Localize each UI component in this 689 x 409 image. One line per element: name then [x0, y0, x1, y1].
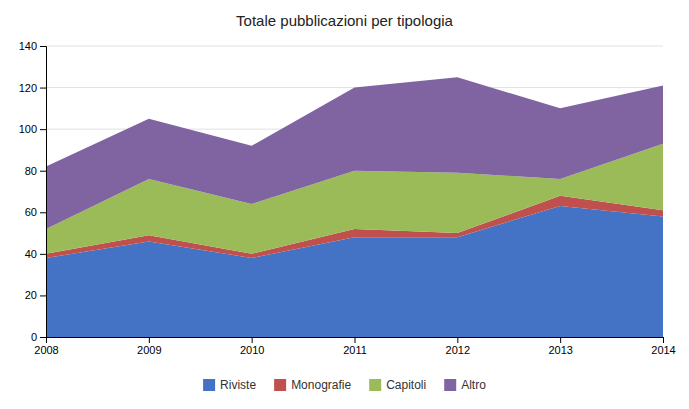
tick-label: 140 — [19, 40, 37, 52]
tick: 2014 — [651, 337, 675, 356]
legend-swatch — [444, 379, 456, 391]
tick-mark — [560, 337, 561, 343]
tick-mark — [40, 212, 46, 213]
tick-label: 100 — [19, 123, 37, 135]
tick-label: 2008 — [34, 344, 58, 356]
tick: 40 — [25, 248, 46, 260]
tick-mark — [40, 46, 46, 47]
tick-label: 2013 — [548, 344, 572, 356]
tick-mark — [40, 88, 46, 89]
axis-line — [40, 47, 47, 338]
tick: 2010 — [240, 337, 264, 356]
legend-label: Altro — [461, 378, 486, 392]
tick-mark — [40, 337, 46, 338]
tick-label: 2012 — [446, 344, 470, 356]
tick-mark — [40, 171, 46, 172]
x-axis: 2008 2009 2010 2011 2012 2013 2014 — [34, 337, 675, 356]
legend-swatch — [274, 379, 286, 391]
tick: 2008 — [34, 337, 58, 356]
tick-mark — [252, 337, 253, 343]
legend-label: Capitoli — [386, 378, 426, 392]
legend-label: Monografie — [291, 378, 351, 392]
tick: 2013 — [548, 337, 572, 356]
legend-swatch — [369, 379, 381, 391]
chart: Totale pubblicazioni per tipologia200820… — [0, 0, 689, 409]
y-axis: 0 20 40 60 80 100 120 140 — [19, 40, 47, 343]
tick: 100 — [19, 123, 46, 135]
tick: 60 — [25, 206, 46, 218]
tick: 2012 — [446, 337, 470, 356]
tick-mark — [457, 337, 458, 343]
tick-mark — [40, 295, 46, 296]
grid — [46, 46, 663, 337]
area — [46, 77, 663, 229]
legend: Riviste Monografie Capitoli Altro — [203, 378, 486, 392]
tick: 2009 — [137, 337, 161, 356]
tick-label: 60 — [25, 206, 37, 218]
tick-label: 2014 — [651, 344, 675, 356]
plot-area — [46, 77, 663, 337]
tick-mark — [40, 254, 46, 255]
tick-label: 2010 — [240, 344, 264, 356]
tick-mark — [355, 337, 356, 343]
tick-label: 40 — [25, 248, 37, 260]
tick: 20 — [25, 289, 46, 301]
legend-swatch — [203, 379, 215, 391]
tick-label: 20 — [25, 289, 37, 301]
tick: 0 — [31, 331, 46, 343]
tick: 140 — [19, 40, 46, 52]
tick: 80 — [25, 165, 46, 177]
tick: 2011 — [343, 337, 367, 356]
tick: 120 — [19, 82, 46, 94]
legend-item: Capitoli — [369, 378, 426, 392]
tick-label: 0 — [31, 331, 37, 343]
tick-label: 80 — [25, 165, 37, 177]
tick-mark — [40, 129, 46, 130]
legend-item: Altro — [444, 378, 486, 392]
grid-line — [46, 46, 663, 47]
tick-label: 2009 — [137, 344, 161, 356]
axis-line — [47, 338, 664, 344]
tick-mark — [149, 337, 150, 343]
legend-item: Monografie — [274, 378, 351, 392]
tick-label: 120 — [19, 82, 37, 94]
legend-item: Riviste — [203, 378, 256, 392]
legend-label: Riviste — [220, 378, 256, 392]
title: Totale pubblicazioni per tipologia — [236, 12, 453, 29]
tick-mark — [663, 337, 664, 343]
tick-label: 2011 — [343, 344, 367, 356]
